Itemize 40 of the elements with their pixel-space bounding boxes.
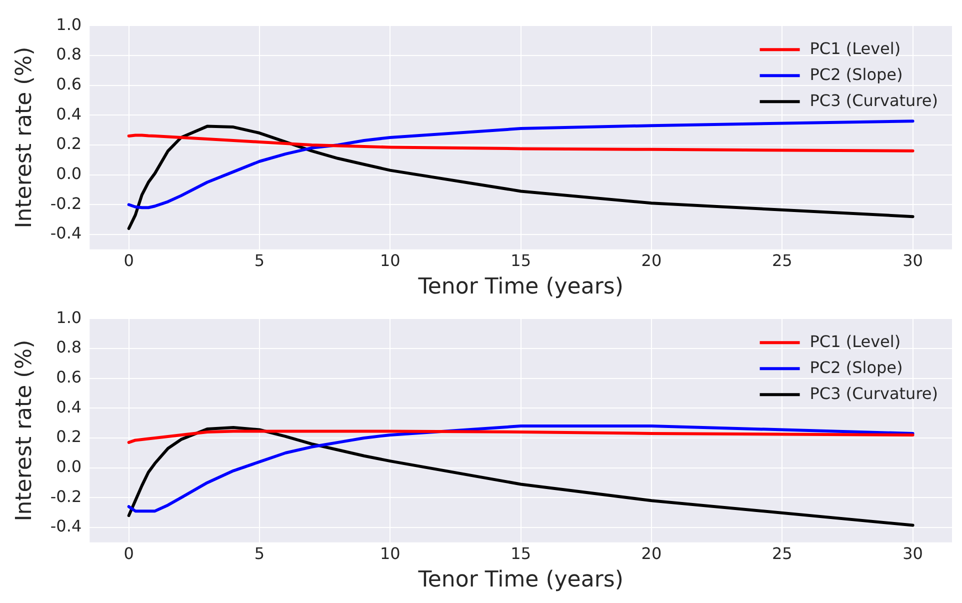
x-tick-label: 15 [510, 544, 531, 564]
x-tick-label: 0 [124, 251, 134, 270]
y-tick-label: 0.0 [56, 456, 82, 476]
y-tick-label: 0.0 [56, 164, 82, 183]
x-tick-label: 20 [641, 544, 662, 564]
x-tick-label: 30 [902, 251, 923, 270]
y-axis-title: Interest rate (%) [12, 46, 37, 228]
legend-label: PC1 (Level) [810, 38, 901, 58]
legend-label: PC3 (Curvature) [810, 384, 938, 403]
y-tick-label: -0.4 [50, 516, 82, 536]
y-tick-label: 0.4 [56, 104, 82, 124]
y-tick-label: 0.4 [56, 397, 82, 416]
y-tick-label: 0.2 [56, 134, 82, 154]
x-axis-title: Tenor Time (years) [417, 274, 624, 300]
x-tick-label: 25 [772, 544, 792, 564]
x-tick-label: 15 [510, 251, 531, 270]
legend-label: PC1 (Level) [810, 332, 901, 351]
y-tick-label: -0.2 [50, 486, 82, 506]
y-tick-label: -0.2 [50, 194, 82, 213]
y-axis-title: Interest rate (%) [12, 340, 37, 522]
y-tick-label: 0.8 [56, 44, 82, 64]
x-tick-label: 10 [380, 251, 400, 270]
y-tick-label: 1.0 [56, 14, 82, 34]
y-tick-label: -0.4 [50, 224, 82, 243]
y-tick-label: 0.8 [56, 338, 82, 357]
legend-label: PC2 (Slope) [810, 64, 903, 84]
x-axis-title: Tenor Time (years) [417, 568, 624, 593]
x-tick-label: 25 [772, 251, 792, 270]
y-tick-label: 0.6 [56, 367, 82, 386]
x-tick-label: 5 [254, 251, 265, 270]
x-tick-label: 20 [641, 251, 662, 270]
y-tick-label: 0.6 [56, 74, 82, 94]
y-tick-label: 1.0 [56, 308, 82, 327]
y-tick-label: 0.2 [56, 427, 82, 446]
x-tick-label: 0 [124, 544, 134, 564]
legend-label: PC2 (Slope) [810, 358, 903, 377]
legend-label: PC3 (Curvature) [810, 90, 938, 110]
x-tick-label: 5 [254, 544, 265, 564]
x-tick-label: 10 [380, 544, 400, 564]
x-tick-label: 30 [902, 544, 923, 564]
